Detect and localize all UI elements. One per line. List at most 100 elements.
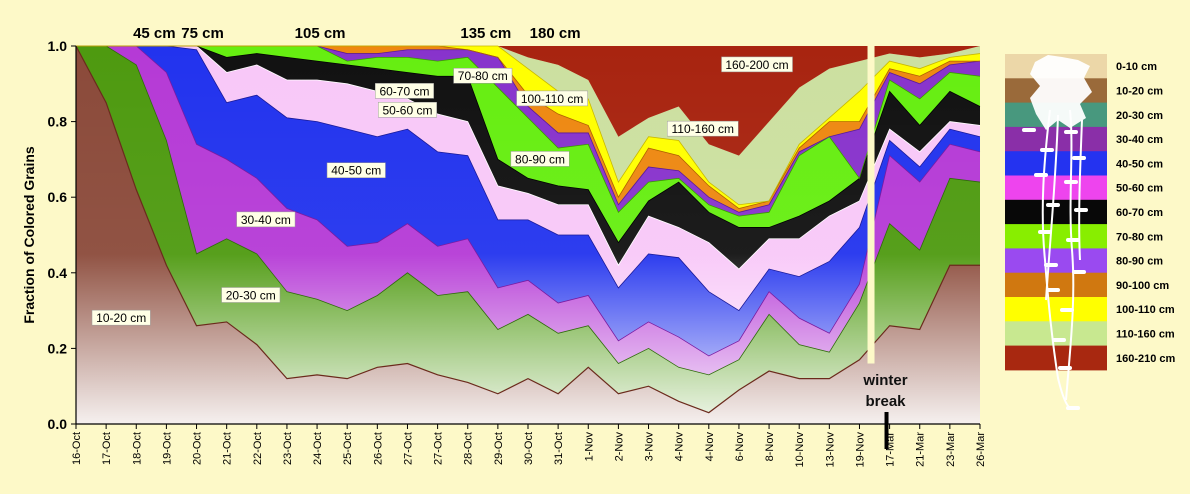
root-node (1058, 366, 1072, 370)
area-label-box (375, 83, 434, 99)
area-label-box (510, 151, 570, 167)
area-label: 10-20 cm (96, 311, 146, 325)
x-tick-label: 17-Oct (101, 432, 113, 465)
x-tick-label: 8-Nov (764, 432, 776, 462)
x-tick-label: 25-Oct (342, 432, 354, 465)
area-label: 40-50 cm (331, 164, 381, 178)
winter-label: winter (862, 372, 907, 389)
depth-marker: 75 cm (181, 25, 224, 42)
root-node (1074, 208, 1088, 212)
legend-swatch (1005, 224, 1107, 249)
x-tick-label: 31-Oct (553, 432, 565, 465)
legend-label: 0-10 cm (1116, 61, 1157, 73)
area-label: 30-40 cm (241, 213, 291, 227)
root-node (1046, 203, 1060, 207)
area-label-box (326, 162, 386, 178)
legend-label: 30-40 cm (1116, 134, 1163, 146)
x-tick-label: 13-Nov (824, 432, 836, 468)
root-node (1046, 288, 1060, 292)
boundary-line (76, 45, 981, 312)
x-tick-label: 22-Oct (252, 432, 264, 465)
root-node (1064, 180, 1078, 184)
legend-label: 20-30 cm (1116, 110, 1163, 122)
x-tick-label: 29-Oct (493, 432, 505, 465)
x-tick-label: 27-Oct (433, 432, 445, 465)
break-label: break (866, 393, 907, 410)
x-tick-label: 10-Nov (794, 432, 806, 468)
axes: 0.0 0.2 0.4 0.6 0.8 1.0 16-Oct 17-Oct 18-Oct 19-O… (48, 38, 987, 467)
boundary-line (76, 45, 981, 376)
legend-label: 60-70 cm (1116, 207, 1163, 219)
legend-label: 90-100 cm (1116, 280, 1169, 292)
legend-swatch (1005, 321, 1107, 347)
x-tick-label: 6-Nov (734, 432, 746, 462)
area-label-box (221, 287, 281, 303)
root-node (1072, 156, 1086, 160)
x-tick-label: 27-Oct (402, 432, 414, 465)
x-tick-label: 24-Oct (312, 432, 324, 465)
x-tick-label: 30-Oct (523, 432, 535, 465)
legend-label: 70-80 cm (1116, 231, 1163, 243)
root-illustration (1022, 55, 1092, 410)
legend-swatch (1005, 272, 1107, 298)
area-label-box (667, 120, 739, 137)
y-tick-label: 0.0 (48, 416, 68, 432)
x-tick-label: 1-Nov (583, 432, 595, 462)
depth-markers: 45 cm 75 cm 105 cm 135 cm 180 cm (133, 25, 580, 42)
depth-marker: 180 cm (530, 25, 581, 42)
depth-marker: 45 cm (133, 25, 176, 42)
x-tick-label: 21-Mar (915, 432, 927, 467)
y-tick-label: 0.6 (48, 189, 68, 205)
area-label-box (378, 102, 437, 118)
legend-label: 160-210 cm (1116, 353, 1176, 365)
area-label: 100-110 cm (521, 92, 583, 106)
legend-label: 110-160 cm (1116, 328, 1175, 340)
area-label: 110-160 cm (672, 122, 734, 136)
area-label: 50-60 cm (382, 103, 432, 117)
root-node (1066, 238, 1080, 242)
root-node (1038, 230, 1052, 234)
x-tick-label: 26-Oct (372, 432, 384, 465)
area-label-box (236, 211, 296, 228)
boundary-line (76, 45, 981, 244)
area-label: 20-30 cm (226, 288, 276, 302)
y-tick-label: 1.0 (48, 38, 68, 54)
depth-marker: 105 cm (295, 25, 346, 42)
area-label: 60-70 cm (379, 84, 429, 98)
root-node (1060, 308, 1074, 312)
x-tick-label: 19-Oct (161, 432, 173, 465)
x-tick-label: 4-Nov (674, 432, 686, 462)
winter-break-tick (884, 412, 889, 449)
area-label-box (721, 56, 793, 73)
root-crown (1030, 55, 1092, 130)
x-tick-label: 28-Oct (463, 432, 475, 465)
boundary-lines (75, 45, 981, 414)
legend-label: 100-110 cm (1116, 304, 1175, 316)
boundary-line (76, 45, 981, 206)
root-node (1044, 263, 1058, 267)
y-tick-label: 0.2 (48, 340, 68, 356)
root-node (1040, 148, 1054, 152)
boundary-line (75, 45, 980, 414)
legend: 0-10 cm 10-20 cm 20-30 cm 30-40 cm 40-50 cm 5… (1005, 54, 1176, 410)
boundary-line (76, 45, 981, 270)
area-label-box (516, 90, 588, 107)
root-strand (1065, 109, 1075, 401)
legend-label: 10-20 cm (1116, 85, 1163, 97)
x-tick-label: 26-Mar (975, 432, 987, 467)
legend-swatch (1005, 248, 1107, 274)
legend-label: 80-90 cm (1116, 256, 1163, 268)
x-tick-label: 2-Nov (613, 432, 625, 462)
y-tick-label: 0.8 (48, 114, 68, 130)
depth-marker: 135 cm (460, 25, 511, 42)
boundary-line (76, 45, 981, 357)
winter-break-annotation: winter break (862, 372, 908, 449)
x-tick-label: 23-Oct (282, 432, 294, 465)
legend-swatch (1005, 297, 1107, 322)
root-node (1066, 406, 1080, 410)
root-strand (1045, 114, 1059, 301)
x-tick-label: 4-Nov (704, 432, 716, 462)
winter-break-bar (867, 46, 875, 364)
bottom-fade-overlay (76, 46, 980, 424)
area-label-box (91, 309, 151, 326)
